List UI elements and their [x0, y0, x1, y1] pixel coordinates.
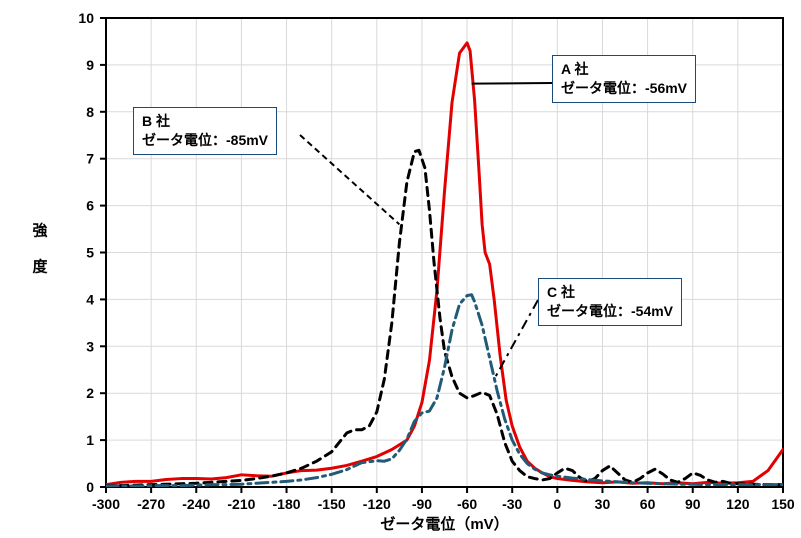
annotation-box-a: A 社 ゼータ電位：-56mV — [552, 55, 696, 103]
svg-text:-90: -90 — [412, 496, 432, 512]
svg-text:1: 1 — [86, 432, 94, 448]
svg-text:30: 30 — [595, 496, 611, 512]
svg-text:-150: -150 — [318, 496, 346, 512]
svg-text:-60: -60 — [457, 496, 477, 512]
svg-text:90: 90 — [685, 496, 701, 512]
annotation-box-c: C 社 ゼータ電位：-54mV — [538, 278, 682, 326]
svg-text:-210: -210 — [227, 496, 255, 512]
svg-text:-270: -270 — [137, 496, 165, 512]
svg-text:9: 9 — [86, 57, 94, 73]
chart-container: -300-270-240-210-180-150-120-90-60-30030… — [0, 0, 801, 538]
svg-text:4: 4 — [86, 291, 94, 307]
annotation-c-subtitle: ゼータ電位：-54mV — [547, 303, 673, 319]
svg-text:60: 60 — [640, 496, 656, 512]
svg-text:3: 3 — [86, 338, 94, 354]
annotation-a-title: A 社 — [561, 61, 588, 77]
annotation-a-subtitle: ゼータ電位：-56mV — [561, 80, 687, 96]
svg-text:-240: -240 — [182, 496, 210, 512]
svg-text:-120: -120 — [363, 496, 391, 512]
svg-text:5: 5 — [86, 245, 94, 261]
svg-text:強: 強 — [32, 222, 47, 240]
svg-text:-300: -300 — [92, 496, 120, 512]
svg-text:度: 度 — [32, 258, 48, 276]
svg-text:7: 7 — [86, 151, 94, 167]
annotation-b-title: B 社 — [142, 113, 170, 129]
svg-text:0: 0 — [86, 479, 94, 495]
svg-text:6: 6 — [86, 198, 94, 214]
svg-text:ゼータ電位（mV）: ゼータ電位（mV） — [380, 515, 508, 533]
svg-text:120: 120 — [726, 496, 750, 512]
annotation-c-title: C 社 — [547, 284, 575, 300]
svg-text:2: 2 — [86, 385, 94, 401]
svg-text:0: 0 — [553, 496, 561, 512]
annotation-b-subtitle: ゼータ電位：-85mV — [142, 132, 268, 148]
svg-text:10: 10 — [78, 10, 94, 26]
annotation-box-b: B 社 ゼータ電位：-85mV — [133, 107, 277, 155]
svg-text:-30: -30 — [502, 496, 522, 512]
svg-text:-180: -180 — [273, 496, 301, 512]
svg-text:8: 8 — [86, 104, 94, 120]
svg-text:150: 150 — [771, 496, 795, 512]
